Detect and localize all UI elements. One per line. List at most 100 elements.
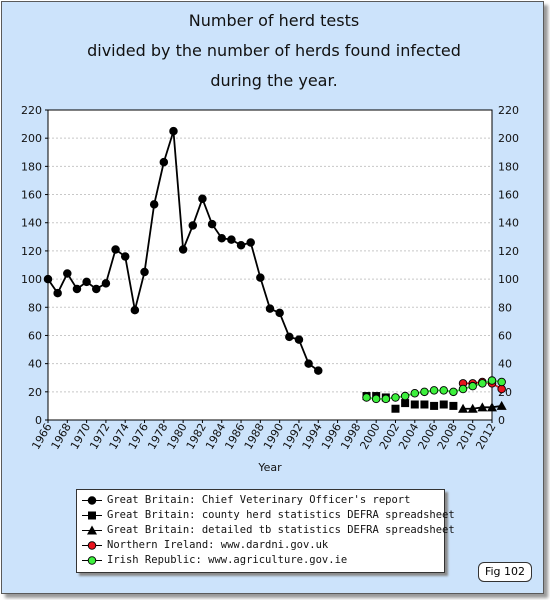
data-point bbox=[304, 359, 313, 368]
data-point bbox=[400, 391, 410, 401]
data-point bbox=[449, 401, 458, 410]
data-point bbox=[246, 238, 255, 247]
y-tick-label-right: 60 bbox=[498, 329, 512, 342]
data-point bbox=[207, 219, 217, 229]
plot-area bbox=[48, 110, 492, 420]
data-point bbox=[391, 393, 400, 402]
legend-marker-green-circle-icon bbox=[82, 556, 102, 565]
legend-label: Irish Republic: www.agriculture.gov.ie bbox=[107, 554, 348, 566]
data-point bbox=[169, 126, 178, 136]
legend-label: Great Britain: county herd statistics DE… bbox=[107, 509, 455, 521]
data-point bbox=[314, 366, 323, 375]
data-point bbox=[429, 386, 439, 395]
data-point bbox=[53, 288, 62, 298]
y-tick-label-right: 140 bbox=[498, 217, 519, 230]
legend-marker-shape bbox=[87, 496, 97, 505]
y-tick-label-left: 40 bbox=[28, 358, 42, 371]
y-tick-label-left: 200 bbox=[21, 132, 42, 145]
data-point bbox=[72, 284, 82, 294]
y-tick-label-right: 120 bbox=[498, 245, 519, 258]
data-point bbox=[467, 403, 478, 413]
y-tick-label-right: 220 bbox=[498, 104, 519, 117]
data-point bbox=[159, 157, 169, 167]
data-point bbox=[217, 233, 226, 243]
legend-marker-red-circle-icon bbox=[82, 541, 102, 550]
data-point bbox=[477, 402, 488, 412]
legend-marker-square-icon bbox=[82, 511, 102, 520]
data-point bbox=[43, 274, 53, 284]
series-0 bbox=[43, 126, 323, 375]
data-point bbox=[256, 273, 265, 282]
y-tick-label-left: 0 bbox=[35, 414, 42, 427]
data-point bbox=[236, 241, 246, 250]
x-axis-title: Year bbox=[257, 461, 282, 474]
data-point bbox=[275, 308, 284, 318]
y-tick-label-right: 0 bbox=[498, 414, 505, 427]
data-point bbox=[487, 402, 497, 412]
data-point bbox=[294, 335, 304, 344]
y-tick-label-left: 140 bbox=[21, 217, 42, 230]
legend-marker-shape bbox=[88, 511, 96, 520]
data-point bbox=[478, 379, 487, 388]
legend: Great Britain: Chief Veterinary Officer'… bbox=[76, 489, 455, 573]
legend-marker-shape bbox=[87, 525, 97, 535]
data-point bbox=[420, 400, 429, 409]
data-point bbox=[130, 305, 140, 315]
data-point bbox=[439, 386, 448, 395]
title-line-2: divided by the number of herds found inf… bbox=[87, 41, 461, 60]
data-point bbox=[178, 245, 188, 254]
legend-marker-shape bbox=[87, 556, 97, 565]
figure-label: Fig 102 bbox=[478, 562, 532, 582]
title-line-1: Number of herd tests bbox=[188, 11, 360, 30]
data-point bbox=[401, 399, 410, 408]
data-point bbox=[439, 400, 448, 409]
legend-label: Northern Ireland: www.dardni.gov.uk bbox=[107, 539, 329, 551]
data-point bbox=[227, 235, 236, 244]
y-tick-label-left: 80 bbox=[28, 301, 42, 314]
legend-marker-circle-icon bbox=[82, 496, 102, 505]
y-tick-label-right: 160 bbox=[498, 189, 519, 202]
data-point bbox=[410, 400, 419, 409]
data-point bbox=[362, 393, 371, 402]
data-point bbox=[285, 332, 294, 342]
legend-label: Great Britain: Chief Veterinary Officer'… bbox=[107, 494, 411, 506]
data-point bbox=[111, 245, 120, 254]
y-tick-label-left: 60 bbox=[28, 329, 42, 342]
y-tick-label-left: 100 bbox=[21, 273, 42, 286]
data-point bbox=[188, 221, 198, 230]
y-tick-label-left: 20 bbox=[28, 386, 42, 399]
data-point bbox=[458, 384, 468, 394]
data-point bbox=[391, 404, 400, 413]
data-point bbox=[82, 277, 91, 287]
data-point bbox=[381, 394, 391, 404]
data-point bbox=[101, 279, 111, 288]
data-point bbox=[449, 387, 458, 397]
data-point bbox=[410, 388, 420, 398]
data-point bbox=[487, 376, 497, 385]
y-tick-label-right: 180 bbox=[498, 160, 519, 173]
y-tick-label-left: 160 bbox=[21, 189, 42, 202]
data-point bbox=[420, 387, 429, 397]
data-point bbox=[458, 403, 469, 413]
data-point bbox=[497, 384, 506, 394]
series-4 bbox=[362, 376, 506, 404]
data-point bbox=[497, 377, 506, 387]
data-point bbox=[430, 401, 439, 410]
data-point bbox=[496, 400, 507, 410]
data-point bbox=[63, 269, 72, 278]
data-point bbox=[468, 381, 477, 391]
data-point bbox=[140, 267, 149, 277]
y-tick-label-right: 100 bbox=[498, 273, 519, 286]
data-point bbox=[92, 284, 101, 294]
plot-border bbox=[47, 109, 493, 421]
title-line-3: during the year. bbox=[210, 71, 338, 90]
y-tick-label-left: 120 bbox=[21, 245, 42, 258]
y-tick-label-left: 180 bbox=[21, 160, 42, 173]
y-tick-label-left: 220 bbox=[21, 104, 42, 117]
chart-title: Number of herd tests divided by the numb… bbox=[0, 6, 548, 96]
data-point bbox=[198, 194, 207, 204]
data-point bbox=[120, 252, 130, 261]
data-point bbox=[149, 200, 159, 209]
legend-marker-triangle-icon bbox=[82, 525, 102, 535]
